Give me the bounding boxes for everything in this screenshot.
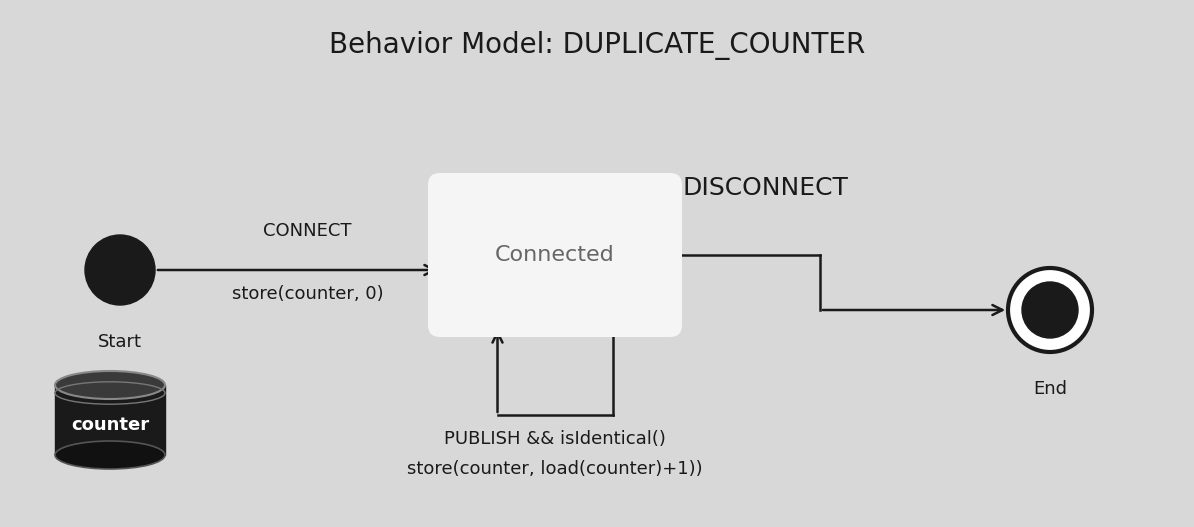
Text: store(counter, 0): store(counter, 0) <box>232 285 383 303</box>
Text: DISCONNECT: DISCONNECT <box>682 176 848 200</box>
Circle shape <box>1008 268 1093 352</box>
Text: CONNECT: CONNECT <box>263 222 352 240</box>
Text: counter: counter <box>70 416 149 434</box>
FancyBboxPatch shape <box>427 173 682 337</box>
Circle shape <box>85 235 155 305</box>
Text: store(counter, load(counter)+1)): store(counter, load(counter)+1)) <box>407 460 703 478</box>
Text: PUBLISH && isIdentical(): PUBLISH && isIdentical() <box>444 430 666 448</box>
Text: End: End <box>1033 380 1067 398</box>
Text: Start: Start <box>98 333 142 351</box>
Ellipse shape <box>55 371 165 399</box>
Text: Behavior Model: DUPLICATE_COUNTER: Behavior Model: DUPLICATE_COUNTER <box>328 31 866 60</box>
Text: Connected: Connected <box>496 245 615 265</box>
Circle shape <box>1022 282 1078 338</box>
Bar <box>55 385 165 455</box>
Ellipse shape <box>55 441 165 469</box>
